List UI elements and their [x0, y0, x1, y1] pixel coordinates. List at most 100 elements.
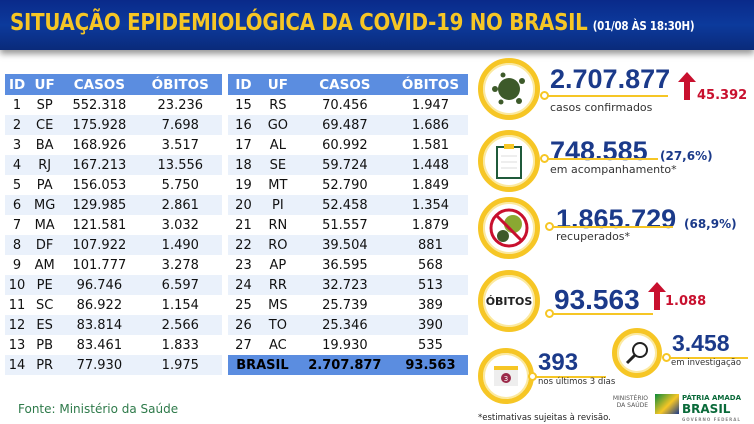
table-cell: RJ [29, 155, 61, 175]
table-cell: 3.032 [161, 217, 199, 233]
table-cell: SP [36, 97, 53, 113]
confirmed-label: casos confirmados [550, 101, 653, 114]
col-casos: CASOS [296, 74, 393, 95]
deaths-badge-text: ÓBITOS [485, 294, 533, 308]
table-row: 4 RJ 167.213 13.556 [5, 155, 222, 175]
table-cell: 10 [5, 275, 30, 295]
clipboard-icon [478, 130, 540, 192]
table-cell: 1.581 [411, 137, 450, 153]
table-cell: RS [269, 97, 287, 113]
table-cell: AM [34, 257, 55, 273]
table-cell: 175.928 [60, 115, 139, 135]
table-cell: BA [35, 137, 54, 153]
table-cell: SC [35, 297, 54, 313]
table-cell: 5 [12, 177, 22, 193]
table-cell: 15 [235, 97, 252, 113]
table-cell: 26 [228, 315, 259, 335]
table-cell: 13 [8, 337, 26, 353]
table-cell: 14 [5, 355, 30, 375]
table-cell: PB [36, 337, 54, 353]
table-row: 3 BA 168.926 3.517 [5, 135, 222, 155]
table-cell: 129.985 [60, 195, 139, 215]
table-cell: 83.461 [76, 337, 123, 353]
table-cell: 535 [418, 337, 443, 353]
magnifier-icon [612, 328, 662, 378]
table-cell: 7 [12, 217, 22, 233]
table-cell: 1.975 [138, 355, 222, 375]
table-cell: RR [258, 275, 297, 295]
table-cell: 52.790 [322, 177, 368, 193]
deaths-increase: 1.088 [665, 294, 707, 309]
table-cell: 83.814 [60, 315, 139, 335]
table-cell: 1.154 [161, 297, 199, 313]
table-cell: 1.448 [392, 155, 468, 175]
table-row: 9 AM 101.777 3.278 [5, 255, 222, 275]
brand-top: PÁTRIA AMADA [682, 394, 742, 402]
table-cell: AC [268, 337, 287, 353]
table-cell: 21 [235, 217, 252, 233]
table-cell: 513 [392, 275, 468, 295]
table-cell: 6 [5, 195, 30, 215]
table-cell: 86.922 [76, 297, 123, 313]
table-cell: 389 [418, 297, 443, 313]
table-cell: 3 [12, 137, 22, 153]
table-row: 13 PB 83.461 1.833 [5, 335, 222, 355]
monitoring-pct: (27,6%) [660, 149, 713, 163]
table-cell: 9 [12, 257, 22, 273]
table-cell: 25 [235, 297, 252, 313]
table-row: 2 CE 175.928 7.698 [5, 115, 222, 135]
table-cell: 18 [228, 155, 259, 175]
table-cell: 70.456 [322, 97, 368, 113]
brand-logo: PÁTRIA AMADA BRASIL GOVERNO FEDERAL [682, 394, 741, 424]
table-cell: 167.213 [60, 155, 139, 175]
table-cell: 22 [228, 235, 259, 255]
table-cell: DF [29, 235, 61, 255]
confirmed-value: 2.707.877 [550, 64, 671, 94]
confirmed-increase: 45.392 [697, 88, 748, 103]
table-cell: 390 [392, 315, 468, 335]
table-row: 1 SP 552.318 23.236 [5, 95, 222, 115]
table-cell: MT [268, 177, 288, 193]
monitoring-value: 748.585 [550, 136, 648, 166]
table-row: 6 MG 129.985 2.861 [5, 195, 222, 215]
table-row: 21 RN 51.557 1.879 [228, 215, 468, 235]
table-cell: 24 [228, 275, 259, 295]
table-cell: AL [269, 137, 286, 153]
underline [536, 376, 606, 378]
table-row: 27 AC 19.930 535 [228, 335, 468, 355]
calendar-number: 3 [504, 375, 508, 383]
page-title: SITUAÇÃO EPIDEMIOLÓGICA DA COVID-19 NO B… [10, 10, 695, 36]
table-cell: 32.723 [296, 275, 393, 295]
table-row: 8 DF 107.922 1.490 [5, 235, 222, 255]
arrow-up-icon [678, 72, 696, 100]
table-cell: 19.930 [322, 337, 368, 353]
table-cell: 69.487 [296, 115, 393, 135]
table-cell: 6.597 [138, 275, 222, 295]
table-cell: 1.947 [411, 97, 450, 113]
recovered-pct: (68,9%) [684, 217, 737, 231]
table-cell: PE [29, 275, 61, 295]
table-cell: MA [34, 217, 55, 233]
table-cell: 168.926 [72, 137, 127, 153]
table-cell: 12 [5, 315, 30, 335]
underline [553, 226, 673, 228]
table-cell: 8 [5, 235, 30, 255]
brazil-flag-logo [655, 394, 679, 414]
total-label: BRASIL [228, 355, 297, 375]
table-cell: 5.750 [161, 177, 199, 193]
title-text: SITUAÇÃO EPIDEMIOLÓGICA DA COVID-19 NO B… [10, 10, 588, 36]
total-casos: 2.707.877 [296, 355, 393, 375]
col-obitos: ÓBITOS [138, 74, 222, 95]
states-table-left: ID UF CASOS ÓBITOS 1 SP 552.318 23.236 2 CE 175.92… [5, 74, 222, 375]
table-cell: 96.746 [60, 275, 139, 295]
table-cell: 1.879 [411, 217, 450, 233]
col-obitos: ÓBITOS [392, 74, 468, 95]
table-cell: 59.724 [296, 155, 393, 175]
table-row: 16 GO 69.487 1.686 [228, 115, 468, 135]
table-cell: 20 [228, 195, 259, 215]
table-cell: 2.861 [138, 195, 222, 215]
table-cell: 568 [418, 257, 443, 273]
virus-icon [478, 58, 540, 120]
table-cell: 1.833 [161, 337, 199, 353]
table-row: 22 RO 39.504 881 [228, 235, 468, 255]
